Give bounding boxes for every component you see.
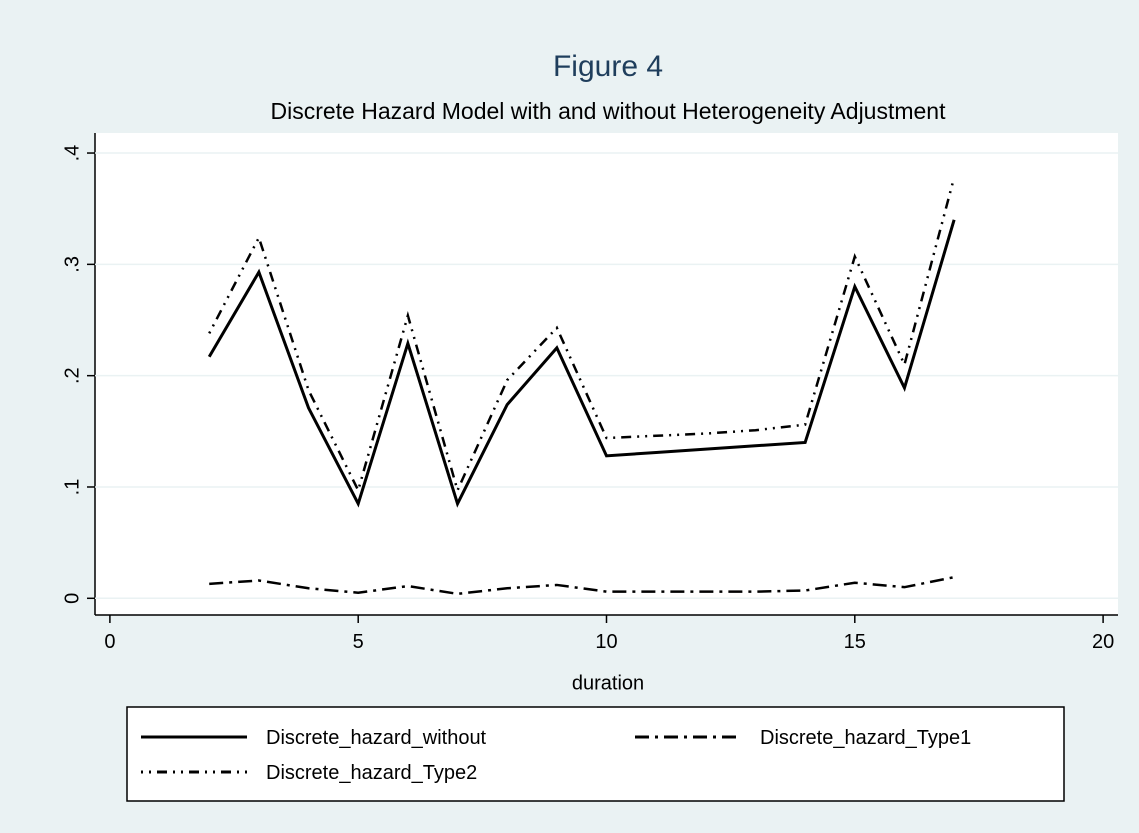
y-tick-label: .1 <box>61 479 83 496</box>
legend-label: Discrete_hazard_Type2 <box>266 762 477 784</box>
series-line <box>207 219 956 508</box>
plot-area <box>95 133 1118 615</box>
x-axis-label: duration <box>572 672 644 694</box>
x-tick-label: 10 <box>595 631 617 653</box>
y-tick-label: 0 <box>61 593 83 604</box>
chart-subtitle: Discrete Hazard Model with and without H… <box>270 98 946 124</box>
x-tick-label: 5 <box>353 631 364 653</box>
y-tick-label: .3 <box>61 256 83 273</box>
legend <box>126 706 1065 802</box>
legend-label: Discrete_hazard_without <box>266 727 487 749</box>
y-tick-label: .4 <box>61 145 83 162</box>
x-tick-label: 20 <box>1092 631 1114 653</box>
chart-title: Figure 4 <box>553 50 663 83</box>
y-tick-label: .2 <box>61 367 83 384</box>
x-tick-label: 0 <box>104 631 115 653</box>
legend-label: Discrete_hazard_Type1 <box>760 727 971 749</box>
series-line <box>208 177 956 494</box>
series-line <box>209 575 955 596</box>
x-tick-label: 15 <box>844 631 866 653</box>
